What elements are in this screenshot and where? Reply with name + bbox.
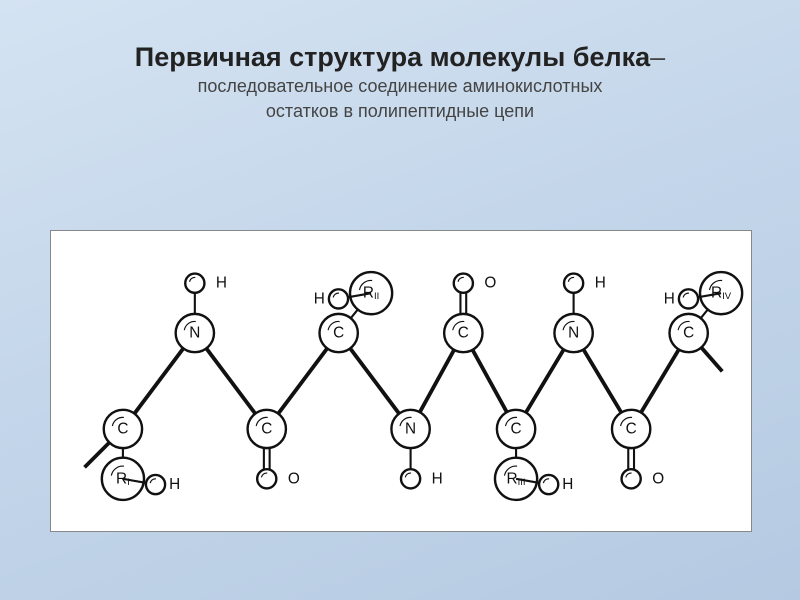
molecule-figure: CNCCNCCNCCRIHHORIIHHORIIIHHORIVH (50, 230, 752, 532)
title-block: Первичная структура молекулы белка– посл… (0, 42, 800, 122)
svg-text:H: H (314, 290, 325, 307)
svg-text:H: H (216, 275, 227, 292)
svg-text:O: O (484, 275, 496, 292)
title-dash: – (650, 42, 665, 72)
svg-text:C: C (683, 325, 694, 342)
svg-text:N: N (568, 325, 579, 342)
svg-text:O: O (652, 470, 664, 487)
svg-text:C: C (117, 420, 128, 437)
svg-text:H: H (562, 476, 573, 493)
title-main: Первичная структура молекулы белка (135, 42, 650, 72)
subtitle-line-1: последовательное соединение аминокислотн… (40, 75, 760, 98)
subtitle-line-2: остатков в полипептидные цепи (40, 100, 760, 123)
molecule-svg: CNCCNCCNCCRIHHORIIHHORIIIHHORIVH (51, 231, 751, 531)
svg-text:C: C (458, 325, 469, 342)
svg-text:C: C (261, 420, 272, 437)
svg-text:N: N (405, 420, 416, 437)
svg-text:C: C (511, 420, 522, 437)
svg-text:C: C (626, 420, 637, 437)
slide: Первичная структура молекулы белка– посл… (0, 0, 800, 600)
svg-text:O: O (288, 470, 300, 487)
svg-text:C: C (333, 325, 344, 342)
svg-text:H: H (664, 290, 675, 307)
svg-text:H: H (595, 275, 606, 292)
svg-text:H: H (432, 470, 443, 487)
svg-text:H: H (169, 476, 180, 493)
svg-text:N: N (189, 325, 200, 342)
